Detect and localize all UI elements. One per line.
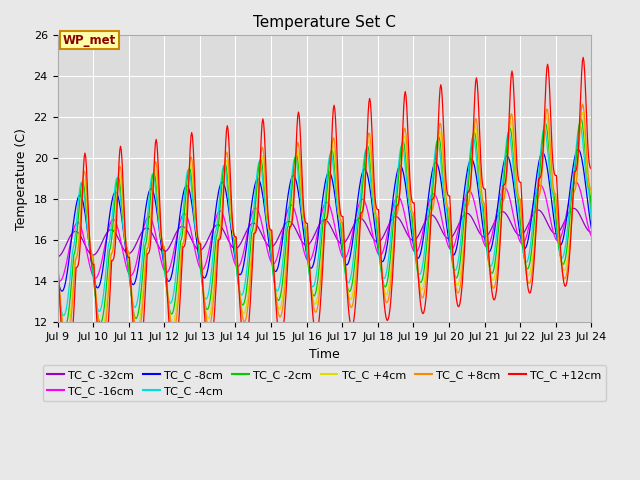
TC_C +12cm: [421, 302, 429, 308]
TC_C +4cm: [54, 264, 61, 269]
Text: WP_met: WP_met: [63, 34, 116, 47]
TC_C +8cm: [63, 343, 70, 348]
TC_C -4cm: [172, 277, 179, 283]
TC_C -4cm: [421, 241, 429, 247]
TC_C +4cm: [421, 273, 429, 279]
TC_C +4cm: [369, 183, 376, 189]
Line: TC_C -2cm: TC_C -2cm: [58, 119, 591, 327]
TC_C -32cm: [538, 211, 546, 216]
TC_C -32cm: [588, 229, 595, 235]
TC_C -16cm: [421, 216, 429, 222]
Legend: TC_C -32cm, TC_C -16cm, TC_C -8cm, TC_C -4cm, TC_C -2cm, TC_C +4cm, TC_C +8cm, T: TC_C -32cm, TC_C -16cm, TC_C -8cm, TC_C …: [43, 365, 606, 401]
TC_C -32cm: [420, 220, 428, 226]
Title: Temperature Set C: Temperature Set C: [253, 15, 396, 30]
TC_C +8cm: [317, 277, 324, 283]
TC_C -8cm: [317, 212, 324, 217]
X-axis label: Time: Time: [309, 348, 340, 360]
Y-axis label: Temperature (C): Temperature (C): [15, 128, 28, 230]
TC_C -16cm: [317, 215, 324, 220]
TC_C -4cm: [60, 312, 67, 318]
Line: TC_C +8cm: TC_C +8cm: [58, 104, 591, 346]
TC_C +12cm: [588, 166, 595, 171]
TC_C -8cm: [54, 275, 61, 280]
TC_C +8cm: [54, 258, 61, 264]
Line: TC_C +12cm: TC_C +12cm: [58, 58, 591, 382]
TC_C -2cm: [577, 116, 585, 121]
TC_C +8cm: [421, 284, 429, 290]
TC_C +8cm: [540, 153, 547, 158]
TC_C -16cm: [195, 261, 202, 267]
TC_C -2cm: [195, 237, 202, 242]
TC_C -2cm: [317, 247, 324, 253]
TC_C -8cm: [588, 225, 595, 231]
TC_C -8cm: [574, 146, 582, 152]
TC_C -16cm: [54, 276, 61, 282]
Line: TC_C +4cm: TC_C +4cm: [58, 112, 591, 337]
Line: TC_C -8cm: TC_C -8cm: [58, 149, 591, 291]
TC_C +4cm: [195, 239, 202, 244]
TC_C -8cm: [58, 288, 66, 294]
Line: TC_C -4cm: TC_C -4cm: [58, 125, 591, 315]
TC_C -4cm: [195, 245, 202, 251]
TC_C -16cm: [540, 186, 547, 192]
TC_C +12cm: [195, 239, 202, 244]
TC_C -8cm: [540, 150, 547, 156]
TC_C +12cm: [540, 146, 547, 152]
TC_C +8cm: [195, 237, 202, 243]
TC_C +12cm: [579, 55, 587, 60]
Line: TC_C -16cm: TC_C -16cm: [58, 182, 591, 281]
TC_C +4cm: [540, 147, 547, 153]
TC_C +12cm: [369, 144, 376, 150]
TC_C -32cm: [194, 246, 202, 252]
TC_C -8cm: [195, 252, 202, 257]
TC_C +8cm: [588, 186, 595, 192]
TC_C +4cm: [588, 192, 595, 197]
TC_C -32cm: [54, 254, 61, 260]
TC_C +8cm: [579, 101, 586, 107]
TC_C -16cm: [588, 233, 595, 239]
TC_C +8cm: [172, 323, 179, 328]
TC_C -32cm: [570, 205, 577, 211]
TC_C -4cm: [540, 128, 547, 134]
TC_C -8cm: [369, 205, 376, 211]
TC_C -4cm: [369, 199, 376, 205]
TC_C +4cm: [578, 109, 586, 115]
TC_C -4cm: [575, 122, 583, 128]
TC_C -2cm: [54, 273, 61, 279]
Line: TC_C -32cm: TC_C -32cm: [58, 208, 591, 257]
TC_C +12cm: [54, 268, 61, 274]
TC_C -8cm: [172, 250, 179, 255]
TC_C +12cm: [63, 379, 71, 385]
TC_C -32cm: [171, 233, 179, 239]
TC_C -16cm: [369, 231, 376, 237]
TC_C -16cm: [572, 179, 580, 185]
TC_C +8cm: [369, 169, 376, 175]
TC_C -2cm: [421, 258, 429, 264]
TC_C -2cm: [369, 188, 376, 194]
TC_C -16cm: [172, 240, 179, 246]
TC_C +12cm: [317, 297, 324, 303]
TC_C +4cm: [172, 312, 179, 318]
TC_C -2cm: [61, 324, 68, 330]
TC_C -8cm: [421, 220, 429, 226]
TC_C +4cm: [62, 335, 70, 340]
TC_C -2cm: [172, 296, 179, 301]
TC_C -2cm: [588, 205, 595, 211]
TC_C +4cm: [317, 265, 324, 271]
TC_C -32cm: [368, 233, 376, 239]
TC_C -16cm: [56, 278, 63, 284]
TC_C -4cm: [54, 277, 61, 283]
TC_C -4cm: [588, 216, 595, 222]
TC_C -32cm: [316, 221, 324, 227]
TC_C -2cm: [540, 131, 547, 136]
TC_C -4cm: [317, 229, 324, 235]
TC_C +12cm: [172, 354, 179, 360]
